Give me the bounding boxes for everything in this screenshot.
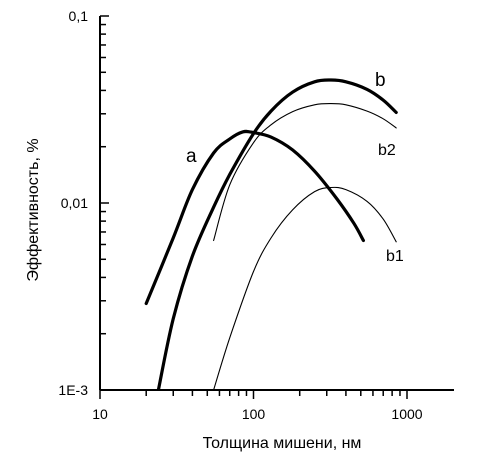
curve-label-a: a: [186, 146, 197, 167]
series-line-b2: [213, 103, 397, 242]
axis-ticks: [99, 15, 408, 399]
x-tick-label: 100: [242, 406, 266, 422]
y-axis-title: Эффективность, %: [25, 138, 42, 281]
tick-labels: 10 100 1000 1E-3 0,01 0,1: [58, 8, 422, 422]
curve-label-b: b: [375, 70, 386, 91]
curve-label-b2: b2: [378, 142, 396, 159]
x-tick-label: 10: [92, 406, 108, 422]
x-axis-title: Толщина мишени, нм: [203, 435, 362, 452]
curve-labels: a b b2 b1: [186, 70, 404, 265]
series-line-b: [156, 78, 398, 390]
y-tick-label: 0,01: [61, 195, 88, 211]
y-tick-label: 1E-3: [58, 382, 88, 398]
plot-area: [144, 78, 398, 390]
series-line-a: [144, 129, 365, 306]
series-line-b1: [213, 186, 397, 390]
x-tick-label: 1000: [391, 406, 422, 422]
y-tick-label: 0,1: [69, 8, 89, 24]
curve-label-b1: b1: [386, 248, 404, 265]
